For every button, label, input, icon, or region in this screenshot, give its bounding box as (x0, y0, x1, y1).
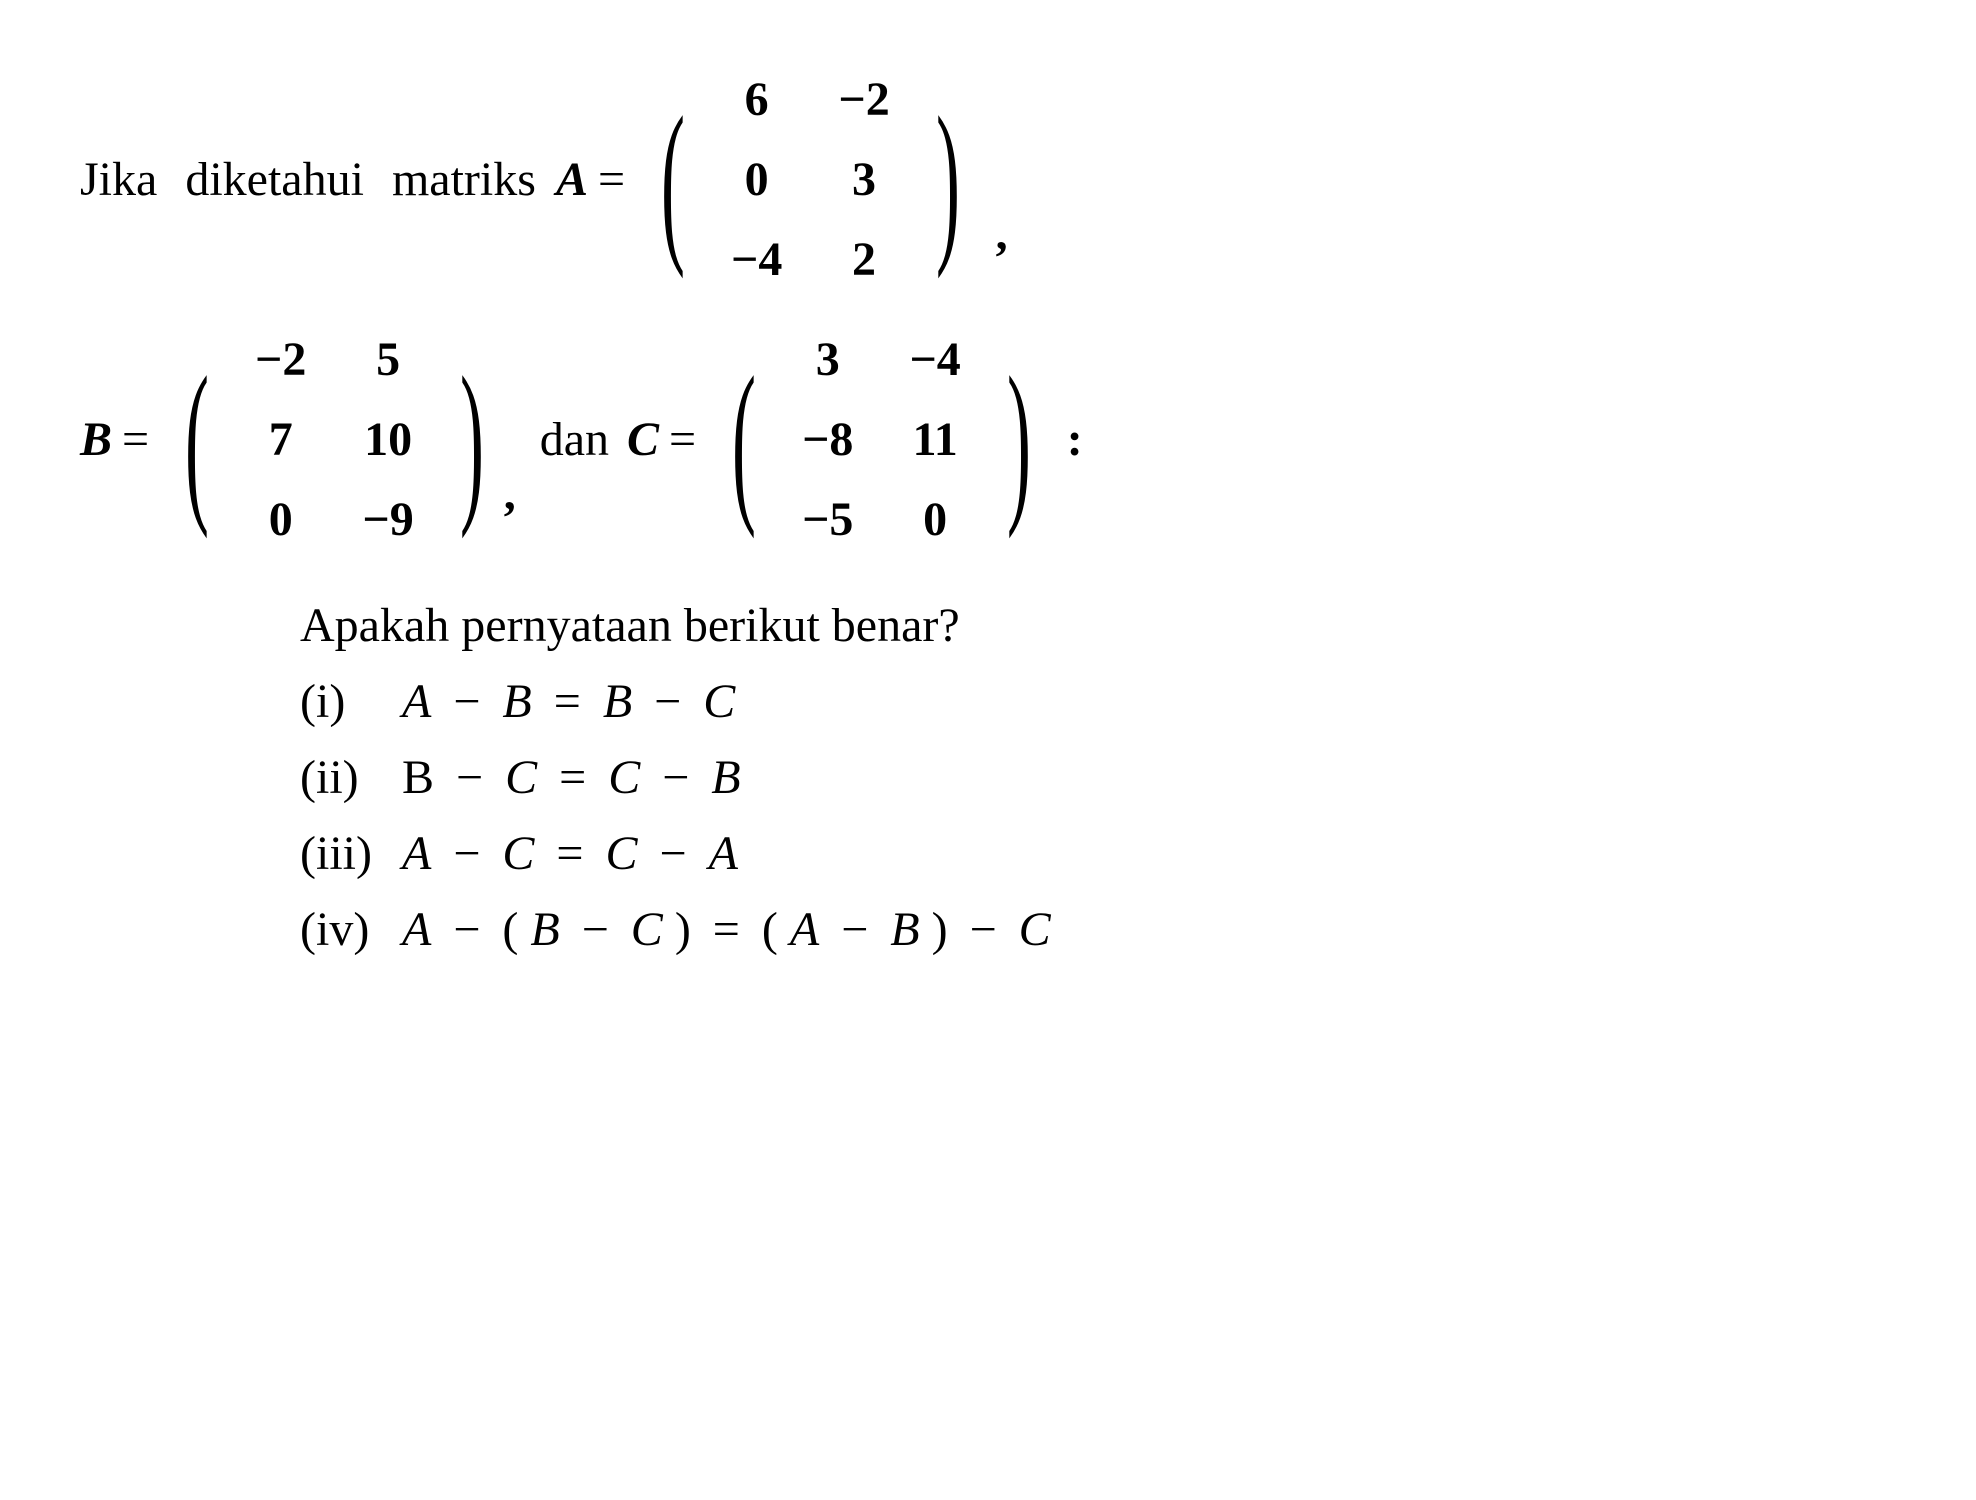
equals-1: = (598, 144, 625, 216)
minus-op: − (662, 751, 689, 804)
mat-a-cell: 3 (810, 140, 917, 220)
mat-b-cell: 5 (334, 320, 441, 400)
matrix-b-body: −25 710 0−9 (227, 320, 442, 560)
minus-op: − (970, 903, 997, 956)
list-number: (i) (300, 666, 390, 738)
mat-c-cell: 3 (774, 320, 881, 400)
equals-op: = (713, 903, 740, 956)
minus-op: − (456, 751, 483, 804)
expr-var: B (530, 903, 559, 956)
var-c: C (627, 404, 659, 476)
mat-a-cell: −2 (810, 60, 917, 140)
minus-op: − (660, 827, 687, 880)
expr-var: C (505, 751, 537, 804)
matrix-a-body: 6−2 03 −42 (703, 60, 918, 300)
minus-op: − (453, 675, 480, 728)
mat-b-cell: −9 (334, 480, 441, 560)
matrix-c-body: 3−4 −811 −50 (774, 320, 989, 560)
mat-c-cell: −4 (881, 320, 988, 400)
minus-op: − (841, 903, 868, 956)
paren-left-icon: ( (185, 368, 209, 512)
paren-open: ( (502, 903, 518, 956)
expr-var: C (606, 827, 638, 880)
minus-op: − (654, 675, 681, 728)
statement-4: (iv) A − ( B − C ) = ( A − B ) − C (300, 894, 1896, 966)
expr-var: C (703, 675, 735, 728)
expr-var: A (709, 827, 738, 880)
paren-open: ( (762, 903, 778, 956)
mat-a-cell: −4 (703, 220, 810, 300)
matrix-c: ( 3−4 −811 −50 ) (714, 320, 1049, 560)
list-number: (iii) (300, 818, 390, 890)
mat-b-cell: −2 (227, 320, 334, 400)
statement-1: (i) A − B = B − C (300, 666, 1896, 738)
var-b: B (80, 404, 112, 476)
expr-var: B (711, 751, 740, 804)
question-text: Apakah pernyataan berikut benar? (300, 590, 1896, 662)
paren-close: ) (932, 903, 948, 956)
text-jika: Jika (80, 144, 157, 216)
paren-close: ) (675, 903, 691, 956)
equals-op: = (556, 827, 583, 880)
paren-right-icon: ) (1007, 368, 1031, 512)
expr-var: A (402, 675, 431, 728)
paren-right-icon: ) (936, 108, 960, 252)
expr-var: C (1019, 903, 1051, 956)
mat-c-cell: 11 (881, 400, 988, 480)
text-diketahui: diketahui (185, 144, 364, 216)
mat-b-cell: 10 (334, 400, 441, 480)
matrix-b: ( −25 710 0−9 ) (167, 320, 502, 560)
mat-c-cell: 0 (881, 480, 988, 560)
paren-left-icon: ( (661, 108, 685, 252)
minus-op: − (453, 903, 480, 956)
expr-var: C (608, 751, 640, 804)
equals-3: = (669, 404, 696, 476)
mat-a-cell: 2 (810, 220, 917, 300)
minus-op: − (453, 827, 480, 880)
equals-op: = (554, 675, 581, 728)
comma-2: , (504, 458, 516, 530)
mat-c-cell: −5 (774, 480, 881, 560)
matrix-a: ( 6−2 03 −42 ) (643, 60, 978, 300)
mat-b-cell: 7 (227, 400, 334, 480)
statement-2: (ii) B − C = C − B (300, 742, 1896, 814)
statement-3: (iii) A − C = C − A (300, 818, 1896, 890)
var-a: A (556, 144, 588, 216)
paren-right-icon: ) (460, 368, 484, 512)
expr-var: B (603, 675, 632, 728)
equals-2: = (122, 404, 149, 476)
expr-var: A (790, 903, 819, 956)
expr-var: B (402, 751, 434, 804)
colon: : (1067, 404, 1083, 476)
problem-line-1: Jika diketahui matriks A = ( 6−2 03 −42 … (80, 60, 1896, 300)
minus-op: − (582, 903, 609, 956)
text-dan: dan (540, 404, 609, 476)
expr-var: A (402, 903, 431, 956)
problem-line-2: B = ( −25 710 0−9 ) , dan C = ( 3−4 −811… (80, 320, 1896, 560)
mat-c-cell: −8 (774, 400, 881, 480)
text-matriks: matriks (392, 144, 536, 216)
mat-a-cell: 6 (703, 60, 810, 140)
list-number: (ii) (300, 742, 390, 814)
equals-op: = (559, 751, 586, 804)
expr-var: C (631, 903, 663, 956)
expr-var: B (890, 903, 919, 956)
expr-var: C (502, 827, 534, 880)
expr-var: A (402, 827, 431, 880)
list-number: (iv) (300, 894, 390, 966)
mat-b-cell: 0 (227, 480, 334, 560)
paren-left-icon: ( (732, 368, 756, 512)
mat-a-cell: 0 (703, 140, 810, 220)
expr-var: B (502, 675, 531, 728)
comma-1: , (996, 198, 1008, 270)
